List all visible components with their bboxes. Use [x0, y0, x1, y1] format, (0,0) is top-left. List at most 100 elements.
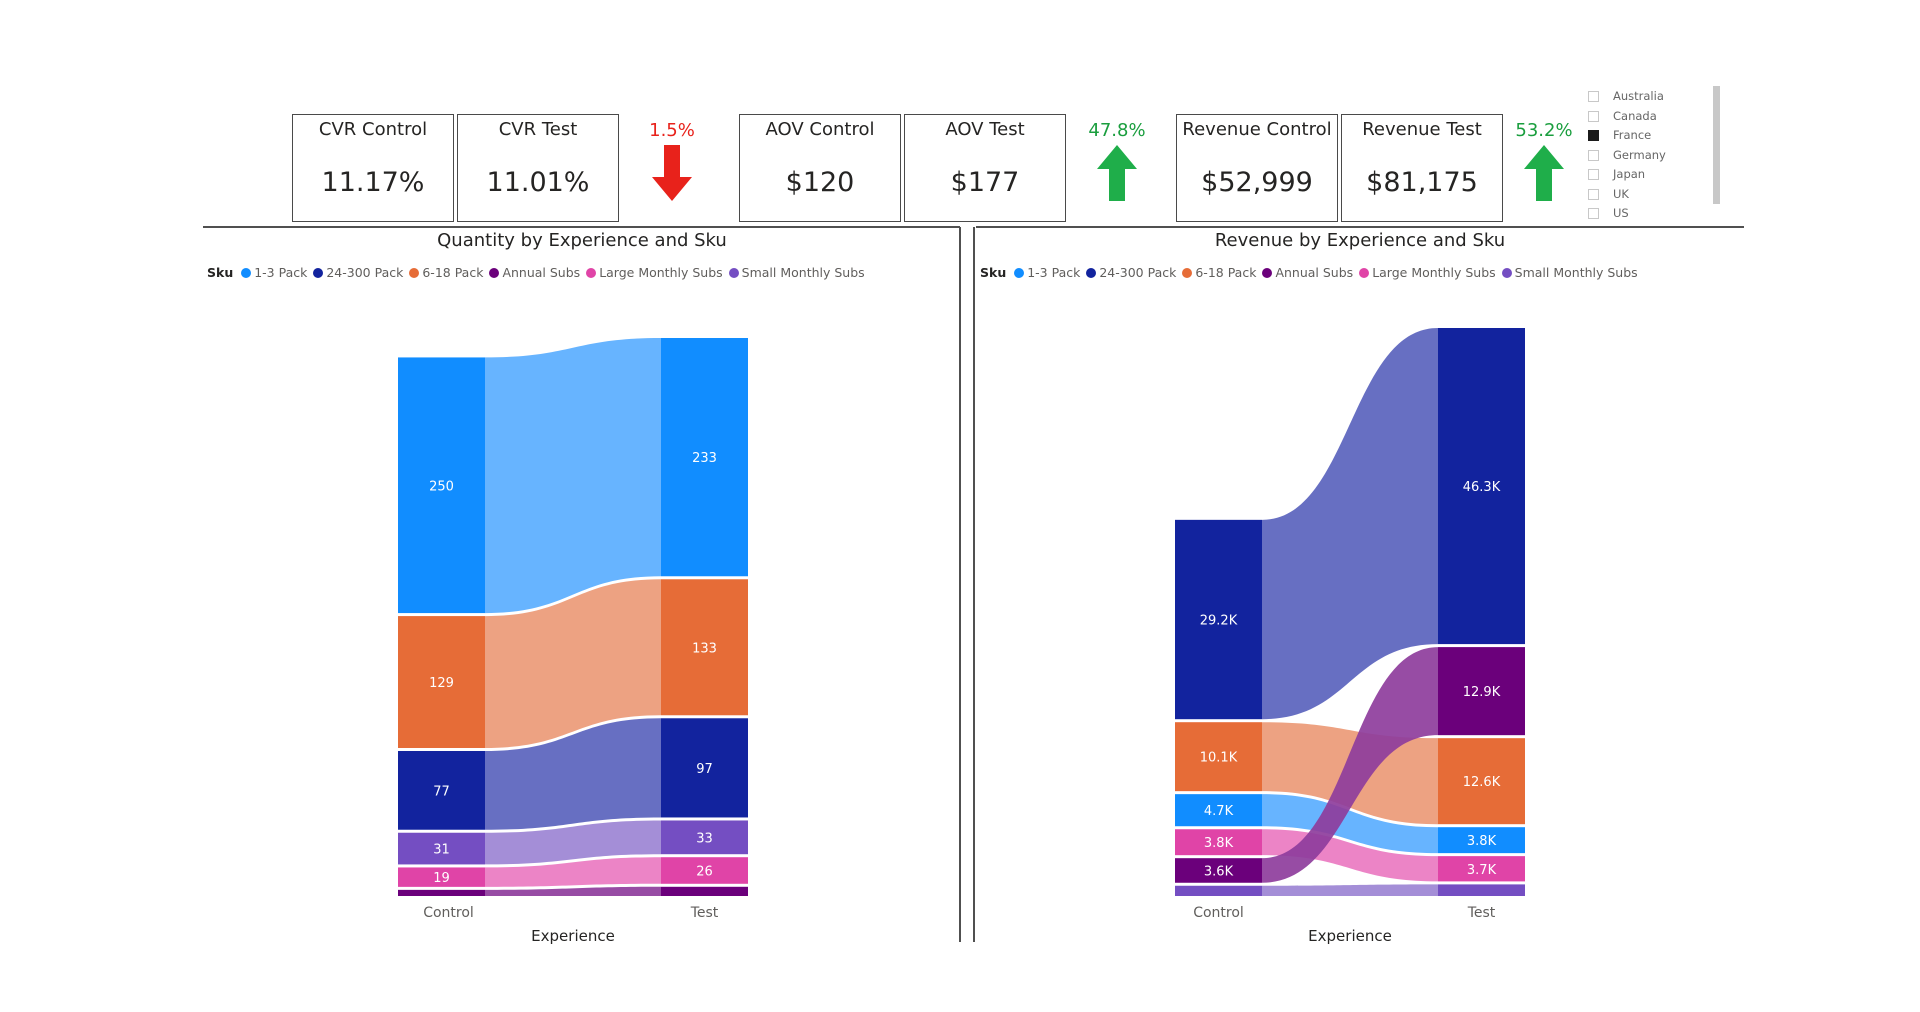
node-24-300-pack-test[interactable] — [1438, 328, 1525, 645]
node-small-monthly-subs-control[interactable] — [398, 832, 485, 865]
aov-control-label: AOV Control — [765, 119, 875, 140]
aov-control-card: AOV Control $120 — [739, 114, 901, 222]
node-1-3-pack-test[interactable] — [1438, 827, 1525, 854]
revenue-chart-title: Revenue by Experience and Sku — [1214, 230, 1506, 251]
node-24-300-pack-test[interactable] — [661, 718, 748, 818]
slicer-option-label: Australia — [1613, 89, 1664, 103]
legend-label: 24-300 Pack — [326, 265, 404, 280]
slicer-option-label: UK — [1613, 186, 1629, 201]
node-6-18-pack-test[interactable] — [1438, 738, 1525, 825]
data-label: 3.8K — [1467, 834, 1497, 849]
node-6-18-pack-control[interactable] — [398, 616, 485, 748]
revenue-change-indicator: 53.2% — [1504, 120, 1584, 201]
node-large-monthly-subs-test[interactable] — [661, 857, 748, 884]
x-tick-label: Control — [423, 905, 474, 921]
node-1-3-pack-control[interactable] — [398, 357, 485, 614]
checkbox[interactable] — [1588, 188, 1599, 200]
legend-label: Small Monthly Subs — [1514, 265, 1638, 280]
legend-item-6-18-pack[interactable]: 6-18 Pack — [409, 265, 483, 280]
checkbox[interactable] — [1588, 169, 1599, 180]
legend-dot — [1086, 267, 1097, 278]
node-annual-subs-control[interactable] — [398, 889, 485, 896]
flow-annual-subs[interactable] — [1262, 647, 1438, 883]
node-large-monthly-subs-test[interactable] — [1438, 856, 1525, 882]
revenue-sankey-chart: 29.2K 46.3K 10.1K 12.6K 4.7K 3.8K 3.8K 3.7K 3.6K… — [1175, 328, 1525, 945]
revenue-control-value: $52,999 — [1201, 167, 1313, 198]
node-6-18-pack-test[interactable] — [661, 579, 748, 716]
arrow-down-icon — [652, 145, 692, 201]
legend-header: Sku — [207, 265, 234, 280]
slicer-option-label: France — [1613, 128, 1652, 142]
flow-24-300-pack[interactable] — [485, 718, 661, 830]
flow-small-monthly-subs[interactable] — [485, 820, 661, 865]
flow-6-18-pack[interactable] — [485, 579, 661, 748]
chart-divider — [973, 227, 975, 942]
node-annual-subs-control[interactable] — [1175, 858, 1262, 883]
legend-header: Sku — [980, 265, 1007, 280]
chart-divider — [959, 227, 961, 942]
legend-item-annual-subs[interactable]: Annual Subs — [1262, 265, 1353, 280]
slicer-option-japan[interactable]: Japan — [1588, 166, 1718, 186]
checkbox[interactable] — [1588, 110, 1599, 122]
legend-item-annual-subs[interactable]: Annual Subs — [489, 265, 580, 280]
legend-item-large-monthly-subs[interactable]: Large Monthly Subs — [1359, 265, 1496, 280]
node-24-300-pack-control[interactable] — [1175, 519, 1262, 720]
flow-annual-subs[interactable] — [485, 886, 661, 896]
aov-control-value: $120 — [785, 167, 855, 198]
flow-large-monthly-subs[interactable] — [485, 857, 661, 887]
flow-small-monthly-subs[interactable] — [1262, 884, 1438, 896]
flow-1-3-pack[interactable] — [485, 338, 661, 614]
legend-dot — [241, 267, 252, 278]
node-1-3-pack-control[interactable] — [1175, 794, 1262, 827]
slicer-option-label: US — [1613, 206, 1629, 220]
legend-item-small-monthly-subs[interactable]: Small Monthly Subs — [728, 265, 865, 280]
legend-label: Small Monthly Subs — [741, 265, 865, 280]
node-small-monthly-subs-control[interactable] — [1175, 885, 1262, 896]
aov-test-label: AOV Test — [945, 119, 1025, 140]
data-label: 33 — [696, 831, 713, 846]
checkbox[interactable] — [1588, 149, 1599, 161]
checkbox-checked[interactable] — [1588, 130, 1599, 141]
legend-item-24-300-pack[interactable]: 24-300 Pack — [1086, 265, 1176, 280]
node-24-300-pack-control[interactable] — [398, 750, 485, 830]
legend-item-large-monthly-subs[interactable]: Large Monthly Subs — [586, 265, 723, 280]
revenue-chart-legend: Sku 1-3 Pack 24-300 Pack 6-18 Pack Annua… — [980, 265, 1644, 280]
slicer-option-uk[interactable]: UK — [1588, 186, 1718, 206]
legend-dot — [1262, 267, 1273, 278]
node-small-monthly-subs-test[interactable] — [661, 820, 748, 855]
legend-item-24-300-pack[interactable]: 24-300 Pack — [313, 265, 403, 280]
x-tick-label: Test — [1467, 905, 1496, 921]
cvr-control-card: CVR Control 11.17% — [292, 114, 454, 222]
node-annual-subs-test[interactable] — [1438, 647, 1525, 736]
node-1-3-pack-test[interactable] — [661, 338, 748, 577]
node-large-monthly-subs-control[interactable] — [1175, 829, 1262, 856]
cvr-test-value: 11.01% — [486, 167, 590, 198]
node-6-18-pack-control[interactable] — [1175, 722, 1262, 792]
slicer-option-australia[interactable]: Australia — [1588, 88, 1718, 108]
legend-item-1-3-pack[interactable]: 1-3 Pack — [241, 265, 307, 280]
node-annual-subs-test[interactable] — [661, 886, 748, 896]
node-large-monthly-subs-control[interactable] — [398, 867, 485, 887]
x-axis-title: Experience — [1308, 927, 1392, 945]
node-small-monthly-subs-test[interactable] — [1438, 884, 1525, 896]
legend-label: Annual Subs — [1275, 265, 1354, 280]
checkbox[interactable] — [1588, 208, 1599, 219]
legend-label: 24-300 Pack — [1099, 265, 1177, 280]
slicer-option-us[interactable]: US — [1588, 205, 1718, 225]
flow-1-3-pack[interactable] — [1262, 794, 1438, 854]
slicer-scrollbar[interactable] — [1713, 86, 1720, 204]
slicer-option-france[interactable]: France — [1588, 127, 1718, 147]
legend-item-1-3-pack[interactable]: 1-3 Pack — [1014, 265, 1080, 280]
checkbox[interactable] — [1588, 91, 1599, 102]
cvr-test-label: CVR Test — [498, 119, 578, 140]
data-label: 10.1K — [1200, 751, 1238, 766]
revenue-change-value: 53.2% — [1515, 120, 1573, 141]
slicer-option-canada[interactable]: Canada — [1588, 108, 1718, 128]
legend-label: 1-3 Pack — [254, 265, 308, 280]
cvr-control-value: 11.17% — [321, 167, 425, 198]
data-label: 4.7K — [1204, 804, 1234, 819]
legend-item-small-monthly-subs[interactable]: Small Monthly Subs — [1501, 265, 1638, 280]
legend-item-6-18-pack[interactable]: 6-18 Pack — [1182, 265, 1256, 280]
flow-24-300-pack[interactable] — [1262, 328, 1438, 720]
slicer-option-germany[interactable]: Germany — [1588, 147, 1718, 167]
